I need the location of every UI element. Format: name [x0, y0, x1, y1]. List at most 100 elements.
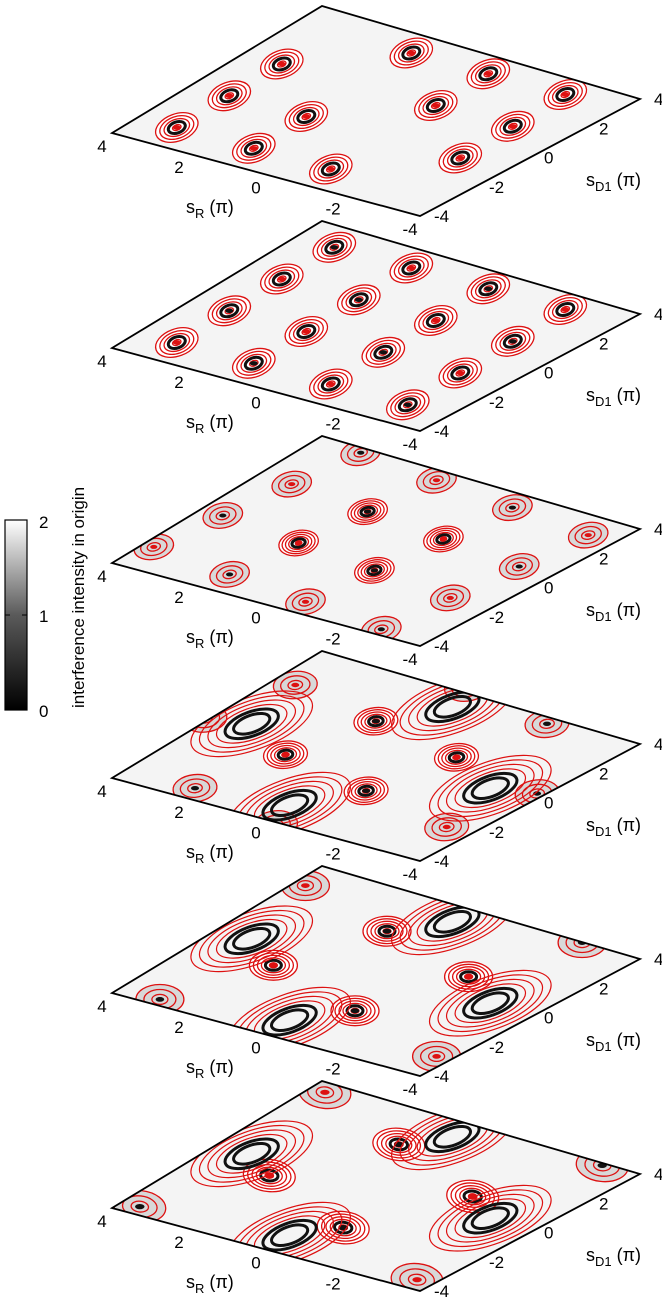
panel-6: 4 2 0 -2 -4 -4 -2 0 2 4 sR (π) sD1 (π): [97, 1080, 662, 1298]
contour-core: [226, 572, 234, 577]
y-tick-label: 0: [544, 149, 553, 168]
x-tick-label: 0: [251, 179, 260, 198]
x-axis-label: sR (π): [186, 842, 234, 866]
crescent-lobe: [270, 793, 310, 817]
contour-core: [172, 125, 181, 130]
contour-core: [403, 402, 412, 407]
contour-island: [281, 531, 316, 555]
contour-core: [533, 791, 542, 796]
crescent-lobe: [198, 694, 305, 753]
contour-island: [287, 679, 304, 691]
contour-island: [211, 298, 247, 324]
contour-island: [418, 92, 454, 119]
y-tick-label: 0: [544, 579, 553, 598]
contour-island: [329, 243, 340, 251]
y-tick-label: 4: [654, 1165, 662, 1184]
contour-island: [430, 316, 441, 325]
contour-island: [425, 98, 446, 113]
contour-core: [225, 308, 234, 313]
contour-island: [455, 369, 466, 377]
x-tick-label: 2: [174, 158, 183, 177]
contour-island: [406, 264, 417, 272]
contour-island: [555, 87, 576, 102]
contour-island: [401, 260, 422, 276]
contour-island: [215, 565, 244, 584]
panel-plane: [112, 651, 640, 861]
contour-island: [495, 328, 531, 354]
contour-core: [456, 370, 465, 376]
y-tick-label: -2: [489, 393, 504, 412]
contour-island: [502, 118, 523, 134]
contour-island: [166, 120, 187, 135]
contour-core: [543, 721, 551, 726]
crescent-lobe: [261, 788, 318, 822]
contour-island: [353, 296, 364, 304]
contour-island: [393, 40, 429, 66]
x-tick-label: -4: [402, 1080, 417, 1099]
y-tick-label: -2: [489, 1253, 504, 1272]
contour-island: [430, 101, 441, 110]
x-tick-label: 4: [97, 997, 106, 1016]
contour-core: [288, 482, 296, 487]
contour-island: [442, 145, 478, 171]
contour-island: [447, 751, 466, 764]
x-tick-label: -4: [402, 435, 417, 454]
contour-island: [290, 537, 307, 549]
y-tick-label: 2: [599, 764, 608, 783]
contour-island: [560, 305, 571, 314]
contour-island: [438, 821, 455, 833]
contour-island: [240, 138, 268, 158]
x-axis-label: sR (π): [186, 627, 234, 651]
contour-island: [450, 365, 471, 381]
crescent-lobe: [428, 969, 552, 1037]
contour-islands: [172, 670, 570, 842]
contour-island: [271, 271, 292, 287]
contour-core: [370, 568, 378, 573]
crescent-lobe: [470, 776, 510, 800]
contour-island: [499, 116, 527, 136]
contour-core: [249, 146, 258, 151]
crescent-lobe: [454, 768, 527, 809]
contour-island: [255, 1166, 283, 1185]
crescent-lobe: [432, 910, 472, 934]
contour-island: [215, 510, 231, 521]
contour-island: [551, 299, 579, 320]
contour-island: [243, 140, 264, 156]
crescent-lobe: [223, 707, 280, 741]
contour-core: [277, 276, 286, 282]
crescent-lobe: [454, 1198, 527, 1239]
contour-island: [376, 1130, 422, 1159]
contour-island: [574, 525, 602, 545]
y-tick-label: 0: [544, 1009, 553, 1028]
contour-core: [302, 329, 311, 334]
y-tick-label: -4: [434, 637, 449, 656]
contour-core: [431, 318, 440, 323]
contour-island: [394, 395, 422, 415]
crescent-lobe: [261, 1003, 318, 1037]
contour-core: [135, 1204, 145, 1210]
contour-island: [317, 159, 345, 179]
crescent-lobe: [270, 1008, 310, 1032]
contour-island: [360, 711, 392, 732]
contour-island: [432, 531, 454, 547]
contour-island: [483, 285, 494, 293]
contour-island: [377, 924, 397, 938]
contour-island: [429, 529, 458, 549]
contour-island: [324, 239, 345, 255]
contour-island: [151, 993, 169, 1006]
contour-island: [316, 234, 352, 260]
contour-core: [379, 350, 388, 355]
contour-core: [371, 719, 380, 724]
contour-island: [422, 310, 450, 331]
contour-island: [266, 742, 305, 767]
contour-core: [431, 103, 440, 108]
contour-island: [359, 505, 376, 518]
x-tick-label: 0: [251, 1039, 260, 1058]
contour-core: [432, 478, 441, 483]
x-tick-label: -4: [402, 650, 417, 669]
contour-island: [277, 474, 306, 494]
contour-island: [276, 60, 287, 68]
crescent-lobe: [215, 1133, 288, 1174]
contour-island: [547, 296, 583, 323]
contour-island: [397, 397, 418, 413]
